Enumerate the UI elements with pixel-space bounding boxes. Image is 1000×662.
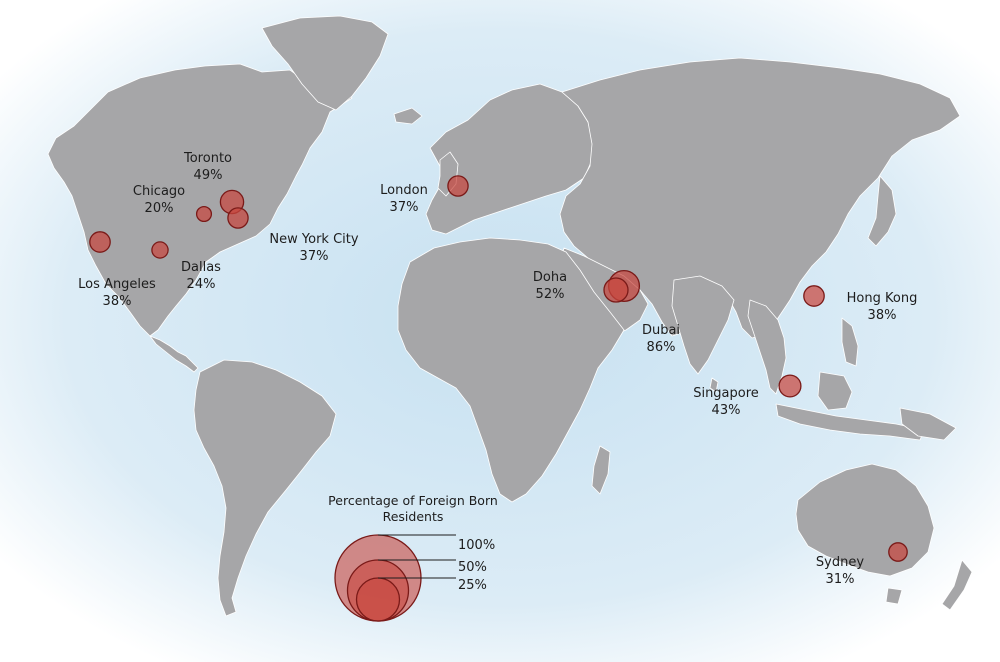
city-name: New York City [269,232,359,247]
city-bubbles [89,175,908,562]
bubble-chicago [195,205,213,223]
bubble-dallas [151,241,169,259]
city-percentage: 52% [535,287,565,302]
europe-landmass [425,83,595,235]
label-singapore: Singapore 43% [680,385,772,419]
borneo-landmass [817,371,853,411]
city-name: London [380,183,428,198]
city-percentage: 38% [102,294,132,309]
label-chicago: Chicago 20% [112,183,206,217]
philippines-landmass [841,317,859,367]
sri-lanka-landmass [709,377,719,393]
label-dubai: Dubai 86% [628,322,694,356]
city-name: Toronto [184,151,232,166]
city-name: Sydney [815,555,865,570]
new-guinea-landmass [899,407,957,441]
city-percentage: 31% [825,572,855,587]
madagascar-landmass [591,445,611,495]
city-percentage: 37% [389,200,419,215]
city-name: Doha [532,270,568,285]
city-name: Dallas [181,260,221,275]
bubble-doha [603,277,629,303]
bubble-singapore [778,374,802,398]
india-landmass [671,275,735,375]
label-new-york-city: New York City 37% [254,231,374,265]
greenland-landmass [261,15,389,111]
city-percentage: 20% [144,201,174,216]
indonesia-landmass [775,403,925,441]
africa-landmass [397,237,625,503]
bubble-los-angeles [89,231,111,253]
new-zealand-landmass [941,559,973,611]
legend-label-100: 100% [458,538,496,553]
city-percentage: 37% [299,249,329,264]
central-america-landmass [149,335,199,373]
bubble-sydney [888,542,908,562]
city-name: Singapore [693,386,759,401]
city-percentage: 86% [646,340,676,355]
label-hong-kong: Hong Kong 38% [834,290,930,324]
label-los-angeles: Los Angeles 38% [62,276,172,310]
label-toronto: Toronto 49% [158,150,258,184]
iceland-landmass [393,107,423,125]
legend-leaders [378,534,456,579]
city-name: Los Angeles [78,277,156,292]
city-percentage: 43% [711,403,741,418]
legend-title: Percentage of Foreign Born Residents [328,493,498,524]
city-percentage: 38% [867,308,897,323]
legend-bubble-25 [355,577,401,622]
city-name: Hong Kong [846,291,918,306]
legend-bubbles [334,534,422,622]
city-name: Dubai [641,323,681,338]
city-percentage: 24% [186,277,216,292]
legend-label-25: 25% [458,578,487,593]
bubble-hong-kong [803,285,825,307]
city-name: Chicago [132,184,186,199]
bubble-new-york-city [227,207,249,229]
legend-label-50: 50% [458,560,487,575]
japan-landmass [867,175,897,247]
city-percentage: 49% [193,168,223,183]
south-america-landmass [193,359,337,617]
label-sydney: Sydney 31% [808,554,872,588]
label-dallas: Dallas 24% [166,259,236,293]
label-london: London 37% [364,182,444,216]
tasmania-landmass [885,587,903,605]
asia-landmass [559,57,961,339]
bubble-london [447,175,469,197]
southeast-asia-landmass [747,299,787,395]
label-doha: Doha 52% [518,269,582,303]
